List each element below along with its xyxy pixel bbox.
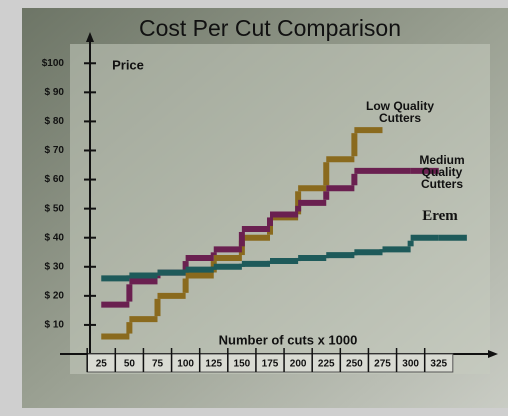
series-label: Erem xyxy=(400,210,480,222)
page: Cost Per Cut Comparison Price Number of … xyxy=(0,0,508,416)
chart-title: Cost Per Cut Comparison xyxy=(139,15,401,41)
x-tick-label: 50 xyxy=(124,359,136,370)
x-tick-label: 225 xyxy=(318,359,335,370)
x-tick-label: 25 xyxy=(96,359,108,370)
x-tick-label: 125 xyxy=(205,359,222,370)
x-tick-label: 300 xyxy=(402,359,419,370)
y-tick-label: $ 10 xyxy=(45,320,65,331)
x-tick-label: 200 xyxy=(290,359,307,370)
y-tick-label: $ 30 xyxy=(45,261,65,272)
y-tick-label: $ 70 xyxy=(45,145,65,156)
y-tick-label: $100 xyxy=(42,58,65,69)
y-tick-label: $ 80 xyxy=(45,116,65,127)
x-tick-label: 325 xyxy=(430,359,447,370)
x-tick-label: 275 xyxy=(374,359,391,370)
x-tick-label: 75 xyxy=(152,359,164,370)
y-tick-label: $ 50 xyxy=(45,203,65,214)
x-tick-label: 100 xyxy=(177,359,194,370)
x-tick-label: 175 xyxy=(262,359,279,370)
y-tick-label: $ 90 xyxy=(45,87,65,98)
y-axis-label: Price xyxy=(112,57,144,72)
x-tick-label: 250 xyxy=(346,359,363,370)
x-tick-label: 150 xyxy=(234,359,251,370)
y-tick-label: $ 60 xyxy=(45,174,65,185)
y-tick-label: $ 20 xyxy=(45,290,65,301)
x-axis-label: Number of cuts x 1000 xyxy=(219,332,358,347)
y-tick-label: $ 40 xyxy=(45,232,65,243)
series-label: Medium Quality Cutters xyxy=(402,154,482,190)
series-label: Low Quality Cutters xyxy=(360,100,440,124)
